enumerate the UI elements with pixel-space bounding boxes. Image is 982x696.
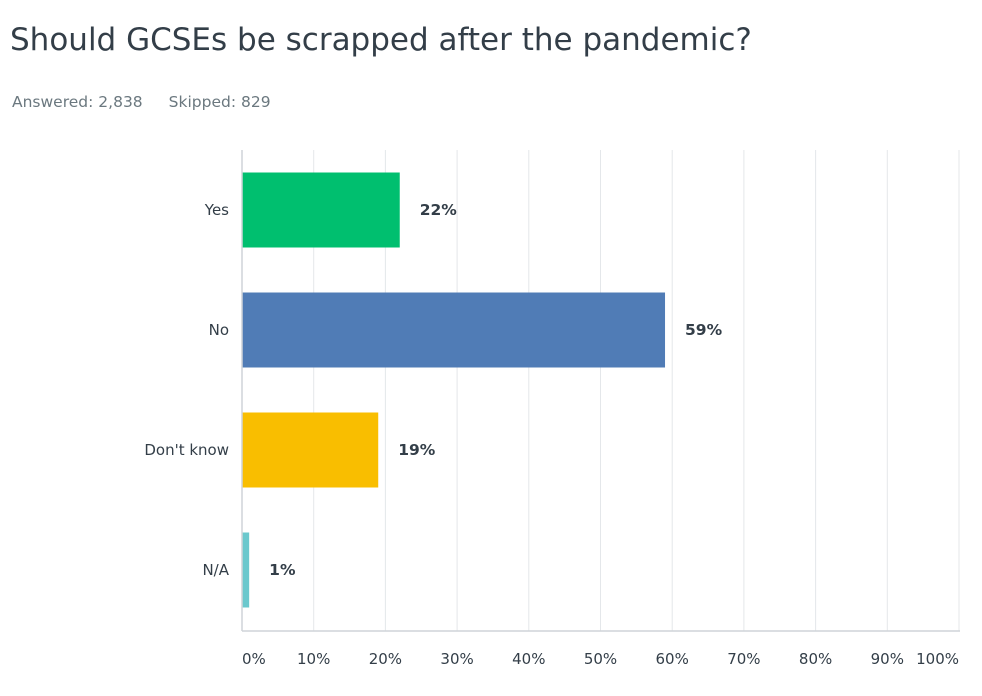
x-tick-label: 50% xyxy=(584,650,617,668)
category-label: Yes xyxy=(204,201,229,219)
x-tick-label: 100% xyxy=(916,650,959,668)
category-label: Don't know xyxy=(144,441,229,459)
response-stats: Answered: 2,838 Skipped: 829 xyxy=(12,93,271,111)
x-tick-label: 30% xyxy=(440,650,473,668)
skipped-count: Skipped: 829 xyxy=(169,93,271,111)
page-title: Should GCSEs be scrapped after the pande… xyxy=(10,22,752,58)
answered-value: 2,838 xyxy=(98,93,143,111)
bar xyxy=(242,172,400,248)
x-tick-label: 80% xyxy=(799,650,832,668)
answered-count: Answered: 2,838 xyxy=(12,93,143,111)
x-tick-label: 60% xyxy=(656,650,689,668)
bars xyxy=(242,172,666,608)
answered-label: Answered: xyxy=(12,93,94,111)
skipped-label: Skipped: xyxy=(168,93,237,111)
skipped-value: 829 xyxy=(241,93,271,111)
x-tick-label: 0% xyxy=(242,650,266,668)
x-tick-label: 40% xyxy=(512,650,545,668)
bar xyxy=(242,412,379,488)
value-label: 19% xyxy=(398,441,436,459)
bar xyxy=(242,292,666,368)
axes xyxy=(241,150,960,632)
value-label: 1% xyxy=(269,561,296,579)
category-label: N/A xyxy=(202,561,229,579)
x-tick-label: 90% xyxy=(871,650,904,668)
category-label: No xyxy=(209,321,229,339)
x-tick-label: 70% xyxy=(727,650,760,668)
x-tick-label: 20% xyxy=(369,650,402,668)
labels: 0% 10% 20% 30% 40% 50% 60% 70% 80% 90% 100% Yes 22% N… xyxy=(144,201,959,668)
x-tick-label: 10% xyxy=(297,650,330,668)
gridlines xyxy=(313,150,960,631)
value-label: 22% xyxy=(420,201,458,219)
value-label: 59% xyxy=(685,321,723,339)
bar xyxy=(242,532,250,608)
